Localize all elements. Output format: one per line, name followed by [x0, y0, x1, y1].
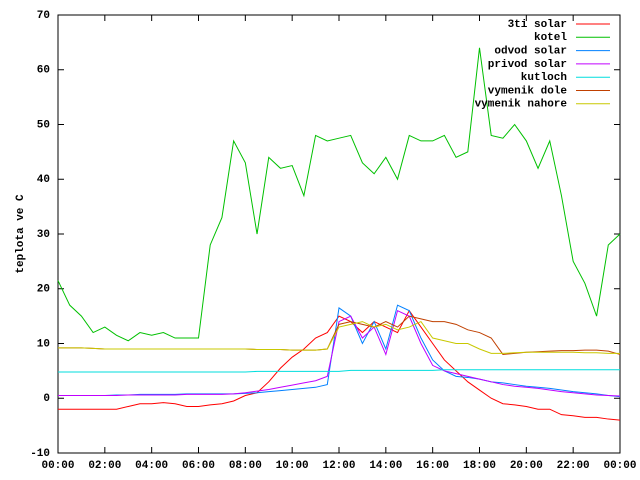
x-tick-label: 20:00: [510, 460, 543, 472]
y-axis-label: teplota ve C: [15, 194, 27, 274]
y-tick-label: 50: [37, 119, 50, 131]
y-tick-label: -10: [30, 448, 50, 460]
x-tick-label: 04:00: [135, 460, 168, 472]
legend-label: privod solar: [488, 59, 567, 71]
y-tick-label: 40: [37, 174, 50, 186]
x-tick-label: 02:00: [88, 460, 121, 472]
data-line: [58, 369, 620, 373]
x-tick-label: 08:00: [229, 460, 262, 472]
legend-label: vymenik nahore: [475, 99, 568, 111]
x-tick-label: 00:00: [603, 460, 636, 472]
legend-label: 3ti solar: [508, 19, 567, 31]
data-line: [58, 309, 621, 397]
data-line: [58, 309, 621, 421]
x-tick-label: 22:00: [557, 460, 590, 472]
y-tick-label: 60: [37, 65, 50, 77]
x-tick-label: 12:00: [322, 460, 355, 472]
x-tick-label: 10:00: [276, 460, 309, 472]
y-tick-label: 30: [37, 229, 50, 241]
x-tick-label: 16:00: [416, 460, 449, 472]
data-line: [57, 47, 621, 342]
legend-label: kutloch: [521, 72, 567, 84]
x-tick-label: 14:00: [369, 460, 402, 472]
y-tick-label: 70: [37, 10, 50, 22]
x-tick-label: 18:00: [463, 460, 496, 472]
legend-label: vymenik dole: [488, 85, 568, 97]
data-line: [58, 320, 620, 354]
y-tick-label: 0: [43, 393, 50, 405]
legend-label: odvod solar: [494, 46, 567, 58]
y-tick-label: 10: [37, 338, 50, 350]
y-tick-label: 20: [37, 284, 50, 296]
x-tick-label: 06:00: [182, 460, 215, 472]
x-tick-label: 00:00: [41, 460, 74, 472]
data-line: [58, 304, 621, 398]
legend-label: kotel: [534, 32, 567, 44]
